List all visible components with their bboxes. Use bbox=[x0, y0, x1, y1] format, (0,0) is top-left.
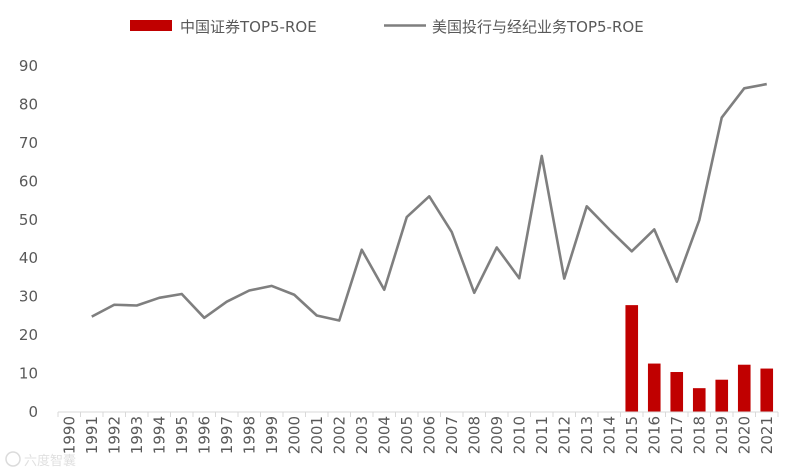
x-tick-label: 2003 bbox=[353, 416, 371, 454]
x-tick-label: 2008 bbox=[465, 416, 483, 454]
bar bbox=[760, 368, 774, 412]
x-tick-label: 1996 bbox=[195, 416, 213, 454]
line-series bbox=[91, 82, 767, 322]
x-tick-label: 1997 bbox=[218, 416, 236, 454]
x-tick-label: 2012 bbox=[555, 416, 573, 454]
bar-series bbox=[625, 305, 774, 412]
x-axis-ticks: 1990 1991 1992 1993 1994 1995 1996 1997 1998 1999… bbox=[57, 412, 779, 454]
x-tick-label: 2018 bbox=[690, 416, 708, 454]
x-tick-label: 1990 bbox=[60, 416, 78, 454]
bar bbox=[625, 305, 639, 412]
x-tick-label: 1999 bbox=[263, 416, 281, 454]
svg-text:六度智囊: 六度智囊 bbox=[24, 453, 76, 469]
bar bbox=[647, 363, 661, 412]
x-tick-label: 2020 bbox=[735, 416, 753, 454]
x-tick-label: 2010 bbox=[510, 416, 528, 454]
legend-label: 美国投行与经纪业务TOP5-ROE bbox=[432, 18, 644, 36]
y-axis-ticks: 0 10 20 30 40 50 60 70 80 90 bbox=[19, 57, 38, 421]
x-tick-label: 2007 bbox=[443, 416, 461, 454]
bar bbox=[715, 379, 729, 412]
x-tick-label: 2005 bbox=[398, 416, 416, 454]
y-tick-label: 40 bbox=[19, 249, 38, 267]
x-tick-label: 2014 bbox=[600, 416, 618, 454]
bar bbox=[670, 372, 684, 412]
y-tick-label: 70 bbox=[19, 134, 38, 152]
x-tick-label: 1994 bbox=[150, 416, 168, 454]
bar bbox=[692, 388, 706, 412]
x-tick-label: 1995 bbox=[173, 416, 191, 454]
x-tick-label: 2001 bbox=[308, 416, 326, 454]
x-tick-label: 2013 bbox=[578, 416, 596, 454]
y-tick-label: 20 bbox=[19, 326, 38, 344]
x-tick-label: 1991 bbox=[83, 416, 101, 454]
x-tick-label: 1993 bbox=[128, 416, 146, 454]
x-tick-label: 2015 bbox=[623, 416, 641, 454]
x-tick-label: 2016 bbox=[645, 416, 663, 454]
y-tick-label: 10 bbox=[19, 365, 38, 383]
y-tick-label: 0 bbox=[28, 403, 38, 421]
x-tick-label: 2002 bbox=[330, 416, 348, 454]
y-tick-label: 80 bbox=[19, 95, 38, 113]
x-tick-label: 2019 bbox=[713, 416, 731, 454]
x-tick-label: 1992 bbox=[105, 416, 123, 454]
x-tick-label: 1998 bbox=[240, 416, 258, 454]
x-tick-label: 2021 bbox=[758, 416, 776, 454]
x-tick-label: 2000 bbox=[285, 416, 303, 454]
watermark: 六度智囊 bbox=[5, 451, 76, 469]
x-tick-label: 2011 bbox=[533, 416, 551, 454]
x-tick-label: 2009 bbox=[488, 416, 506, 454]
series-line bbox=[91, 82, 767, 322]
legend-bar-swatch bbox=[130, 20, 172, 31]
bar bbox=[737, 364, 751, 412]
x-tick-label: 2006 bbox=[420, 416, 438, 454]
y-tick-label: 30 bbox=[19, 288, 38, 306]
x-tick-label: 2004 bbox=[375, 416, 393, 454]
y-tick-label: 50 bbox=[19, 211, 38, 229]
legend-label: 中国证券TOP5-ROE bbox=[180, 18, 317, 36]
y-tick-label: 90 bbox=[19, 57, 38, 75]
y-tick-label: 60 bbox=[19, 172, 38, 190]
legend: 中国证券TOP5-ROE 美国投行与经纪业务TOP5-ROE bbox=[130, 18, 644, 36]
x-tick-label: 2017 bbox=[668, 416, 686, 454]
